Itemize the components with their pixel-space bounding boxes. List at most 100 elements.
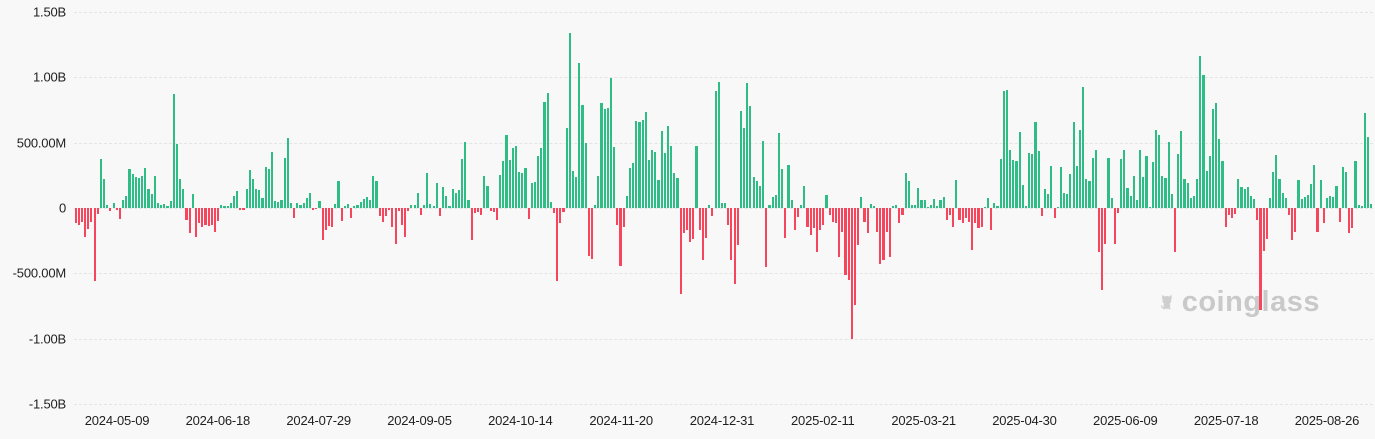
flow-bar[interactable]: [888, 208, 891, 257]
flow-bar[interactable]: [790, 199, 793, 208]
flow-bar[interactable]: [762, 140, 765, 208]
flow-bar[interactable]: [1272, 171, 1275, 208]
flow-bar[interactable]: [647, 160, 651, 208]
flow-bar[interactable]: [274, 201, 277, 208]
flow-bar[interactable]: [1354, 161, 1357, 208]
flow-bar[interactable]: [1199, 56, 1202, 208]
flow-bar[interactable]: [356, 204, 359, 208]
flow-bar[interactable]: [945, 208, 948, 221]
flow-bar[interactable]: [305, 197, 308, 208]
flow-bar[interactable]: [920, 199, 923, 208]
flow-bar[interactable]: [812, 208, 815, 229]
flow-bar[interactable]: [701, 208, 704, 260]
flow-bar[interactable]: [559, 208, 562, 223]
flow-bar[interactable]: [980, 208, 983, 227]
flow-bar[interactable]: [169, 201, 172, 208]
flow-bar[interactable]: [413, 204, 416, 208]
flow-bar[interactable]: [1234, 208, 1237, 214]
flow-bar[interactable]: [651, 149, 654, 208]
flow-bar[interactable]: [622, 208, 625, 227]
flow-bar[interactable]: [996, 206, 999, 208]
flow-bar[interactable]: [350, 208, 353, 219]
flow-bar[interactable]: [391, 208, 394, 227]
flow-bar[interactable]: [974, 208, 977, 224]
flow-bar[interactable]: [1015, 161, 1018, 208]
flow-bar[interactable]: [1208, 155, 1211, 208]
flow-bar[interactable]: [236, 191, 239, 208]
flow-bar[interactable]: [613, 147, 616, 208]
flow-bar[interactable]: [96, 208, 99, 214]
flow-bar[interactable]: [1031, 153, 1034, 208]
flow-bar[interactable]: [308, 192, 312, 208]
flow-bar[interactable]: [1113, 208, 1116, 244]
flow-bar[interactable]: [1313, 164, 1316, 208]
flow-bar[interactable]: [752, 176, 755, 208]
flow-bar[interactable]: [730, 208, 733, 261]
flow-bar[interactable]: [137, 178, 140, 208]
flow-bar[interactable]: [1154, 129, 1158, 208]
flow-bar[interactable]: [448, 205, 451, 208]
flow-bar[interactable]: [191, 194, 194, 208]
flow-bar[interactable]: [657, 179, 660, 208]
flow-bar[interactable]: [1186, 182, 1189, 208]
flow-bar[interactable]: [289, 202, 293, 208]
flow-bar[interactable]: [853, 208, 857, 306]
flow-bar[interactable]: [983, 206, 986, 208]
flow-bar[interactable]: [1021, 185, 1024, 208]
flow-bar[interactable]: [571, 170, 575, 208]
flow-bar[interactable]: [188, 208, 191, 234]
flow-bar[interactable]: [733, 208, 736, 284]
flow-bar[interactable]: [258, 189, 261, 208]
flow-bar[interactable]: [1116, 208, 1120, 214]
flow-bar[interactable]: [442, 186, 445, 208]
flow-bar[interactable]: [562, 208, 565, 212]
flow-bar[interactable]: [156, 202, 160, 208]
flow-bar[interactable]: [990, 208, 993, 231]
flow-bar[interactable]: [676, 177, 679, 208]
flow-bar[interactable]: [175, 143, 179, 208]
flow-bar[interactable]: [508, 160, 511, 208]
flow-bar[interactable]: [251, 179, 255, 208]
flow-bar[interactable]: [929, 204, 933, 208]
flow-bar[interactable]: [1097, 208, 1100, 253]
flow-bar[interactable]: [711, 208, 714, 216]
flow-bar[interactable]: [628, 168, 632, 208]
flow-bar[interactable]: [150, 194, 153, 208]
flow-bar[interactable]: [435, 182, 438, 208]
flow-bar[interactable]: [1005, 90, 1009, 208]
flow-bar[interactable]: [739, 110, 742, 208]
flow-bar[interactable]: [879, 208, 882, 264]
flow-bar[interactable]: [514, 145, 518, 208]
flow-bar[interactable]: [952, 208, 955, 227]
flow-bar[interactable]: [327, 208, 331, 227]
flow-bar[interactable]: [280, 199, 283, 208]
flow-bar[interactable]: [907, 181, 910, 208]
flow-bar[interactable]: [1360, 206, 1363, 208]
flow-bar[interactable]: [663, 152, 666, 208]
flow-bar[interactable]: [115, 208, 118, 210]
flow-bar[interactable]: [1275, 155, 1278, 208]
flow-bar[interactable]: [486, 185, 489, 208]
flow-bar[interactable]: [207, 208, 210, 227]
flow-bar[interactable]: [793, 208, 796, 231]
flow-bar[interactable]: [476, 208, 480, 213]
flow-bar[interactable]: [1047, 194, 1050, 208]
flow-bar[interactable]: [866, 208, 869, 234]
flow-bar[interactable]: [1284, 197, 1287, 208]
flow-bar[interactable]: [923, 199, 926, 208]
flow-bar[interactable]: [850, 208, 853, 340]
flow-bar[interactable]: [1123, 150, 1126, 208]
flow-bar[interactable]: [616, 208, 619, 225]
flow-bar[interactable]: [552, 208, 556, 214]
flow-bar[interactable]: [917, 188, 920, 208]
flow-bar[interactable]: [926, 207, 929, 208]
flow-bar[interactable]: [299, 204, 302, 208]
flow-bar[interactable]: [483, 176, 486, 208]
flow-bar[interactable]: [210, 208, 213, 225]
flow-bar[interactable]: [575, 176, 578, 208]
flow-bar[interactable]: [872, 206, 876, 208]
flow-bar[interactable]: [1063, 193, 1066, 208]
flow-bar[interactable]: [277, 202, 280, 208]
flow-bar[interactable]: [717, 81, 720, 208]
flow-bar[interactable]: [670, 145, 673, 208]
